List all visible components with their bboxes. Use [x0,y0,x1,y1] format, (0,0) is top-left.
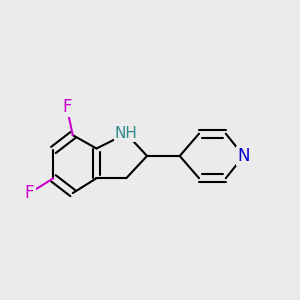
Text: F: F [25,184,34,202]
Text: NH: NH [115,126,138,141]
Text: F: F [62,98,71,116]
Text: N: N [237,147,250,165]
